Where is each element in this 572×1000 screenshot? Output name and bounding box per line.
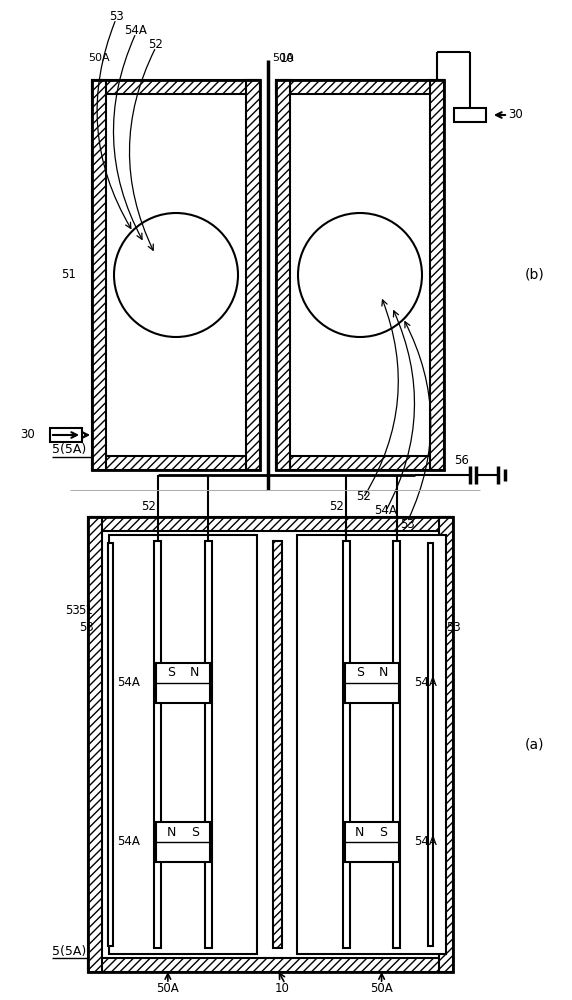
Text: 53: 53 — [80, 621, 94, 634]
Text: 54A: 54A — [415, 835, 438, 848]
Circle shape — [349, 264, 371, 286]
Text: 50A: 50A — [370, 982, 393, 994]
Bar — [430, 80, 444, 470]
Text: 10: 10 — [280, 51, 295, 64]
Bar — [92, 80, 260, 470]
Text: 5(5A): 5(5A) — [52, 444, 86, 456]
Circle shape — [114, 213, 238, 337]
Text: 54A: 54A — [415, 676, 438, 689]
Text: N: N — [379, 666, 388, 680]
Circle shape — [165, 264, 187, 286]
Text: 30: 30 — [20, 428, 35, 442]
Text: 56: 56 — [454, 454, 469, 466]
Text: 50A: 50A — [157, 982, 179, 994]
Text: 10: 10 — [275, 982, 289, 994]
Text: 51: 51 — [61, 268, 76, 282]
Text: 52: 52 — [329, 500, 344, 514]
Circle shape — [314, 229, 406, 321]
Text: 54A: 54A — [125, 24, 148, 37]
Bar — [246, 80, 260, 470]
Bar — [343, 541, 350, 948]
Text: (a): (a) — [525, 738, 545, 752]
Bar — [394, 541, 400, 948]
Text: 52: 52 — [141, 500, 156, 514]
Text: 54A: 54A — [374, 504, 396, 516]
Bar — [439, 517, 453, 972]
Text: 5(5A): 5(5A) — [52, 946, 86, 958]
Bar — [276, 80, 444, 470]
Bar — [454, 108, 486, 122]
Circle shape — [130, 229, 222, 321]
Bar — [92, 80, 260, 94]
Bar — [88, 517, 102, 972]
Text: N: N — [190, 666, 200, 680]
Text: S: S — [167, 666, 175, 680]
Bar — [108, 543, 113, 946]
Text: 50A: 50A — [272, 53, 294, 63]
Bar — [92, 80, 106, 470]
Bar — [428, 543, 433, 946]
Text: 53: 53 — [446, 621, 461, 634]
Bar — [88, 958, 453, 972]
Bar — [205, 541, 212, 948]
Text: 54A: 54A — [117, 835, 140, 848]
Text: 30: 30 — [508, 108, 523, 121]
Bar — [344, 663, 399, 703]
Bar — [297, 535, 446, 954]
Bar — [156, 822, 210, 862]
Circle shape — [330, 245, 390, 305]
Bar — [276, 456, 444, 470]
Text: 53: 53 — [400, 518, 415, 530]
Text: (b): (b) — [525, 268, 545, 282]
Text: S: S — [379, 826, 387, 839]
Bar — [273, 541, 282, 948]
Bar — [92, 456, 260, 470]
Bar — [109, 535, 257, 954]
Bar — [276, 80, 290, 470]
Text: N: N — [166, 826, 176, 839]
Bar — [276, 80, 444, 94]
Text: 50A: 50A — [88, 53, 110, 63]
Text: S: S — [356, 666, 364, 680]
Circle shape — [298, 213, 422, 337]
Text: N: N — [355, 826, 364, 839]
Bar — [88, 517, 453, 531]
Bar — [156, 663, 210, 703]
Bar — [50, 428, 82, 442]
Text: 53: 53 — [109, 10, 124, 23]
Text: 53: 53 — [65, 604, 80, 617]
Text: S: S — [190, 826, 198, 839]
Bar — [154, 541, 161, 948]
Bar — [344, 822, 399, 862]
Text: 52: 52 — [149, 38, 164, 51]
Bar — [88, 517, 453, 972]
Circle shape — [146, 245, 206, 305]
Text: 52: 52 — [356, 489, 371, 502]
Text: 54A: 54A — [117, 676, 140, 689]
Text: 51: 51 — [78, 604, 93, 617]
